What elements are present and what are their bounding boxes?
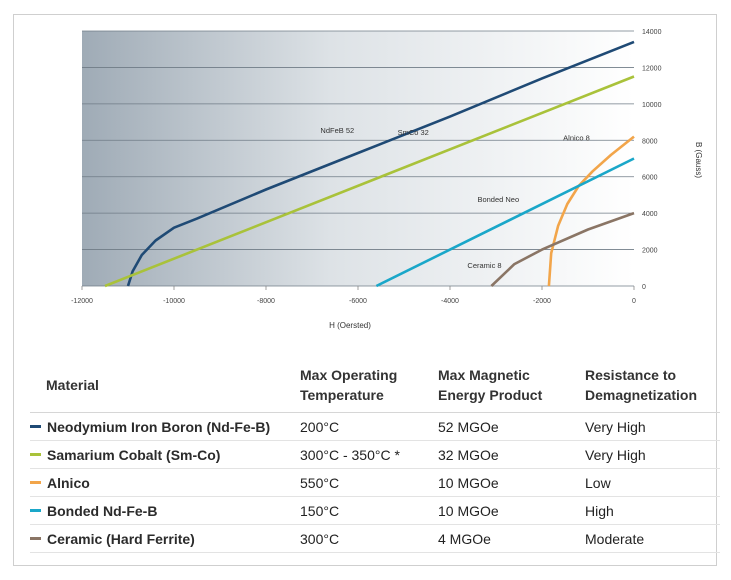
legend-swatch — [30, 537, 41, 541]
x-tick-label: -4000 — [441, 298, 459, 305]
x-tick-label: -10000 — [163, 298, 185, 305]
material-name: Neodymium Iron Boron (Nd-Fe-B) — [47, 418, 271, 435]
legend-swatch — [30, 425, 41, 429]
table-row: Bonded Nd-Fe-B 150°C 10 MGOe High — [30, 496, 720, 525]
table-row: Samarium Cobalt (Sm-Co) 300°C - 350°C * 32… — [30, 440, 720, 469]
resistance-cell: Very High — [585, 440, 720, 469]
material-name: Bonded Nd-Fe-B — [47, 502, 158, 519]
legend-swatch — [30, 481, 41, 485]
y-tick-labels: 0 2000 4000 6000 8000 10000 12000 14000 — [642, 29, 662, 291]
series-lines — [104, 40, 635, 288]
series-label: Bonded Neo — [477, 195, 519, 204]
y-tick-label: 0 — [642, 284, 646, 291]
series-label: Alnico 8 — [563, 133, 590, 142]
temperature-cell: 200°C — [300, 412, 438, 441]
energy-cell: 4 MGOe — [438, 524, 585, 553]
y-tick-label: 14000 — [642, 29, 662, 36]
series-labels: NdFeB 52 SmCo 32 Alnico 8 Bonded Neo Ceramic… — [320, 126, 589, 270]
y-tick-label: 8000 — [642, 138, 658, 145]
series-label: NdFeB 52 — [320, 126, 354, 135]
table-header-row: Material Max Operating Temperature Max Ma… — [30, 358, 720, 413]
plot-background — [82, 31, 634, 286]
header-energy: Max Magnetic Energy Product — [438, 358, 585, 413]
x-tick-labels: -12000 -10000 -8000 -6000 -4000 -2000 0 — [71, 286, 636, 305]
material-cell: Samarium Cobalt (Sm-Co) — [30, 440, 300, 469]
material-cell: Alnico — [30, 468, 300, 497]
resistance-cell: Very High — [585, 412, 720, 441]
energy-cell: 32 MGOe — [438, 440, 585, 469]
series-line — [547, 135, 635, 287]
header-resistance: Resistance to Demagnetization — [585, 358, 720, 413]
legend-swatch — [30, 509, 41, 513]
y-tick-label: 2000 — [642, 248, 658, 255]
y-tick-label: 12000 — [642, 65, 662, 72]
energy-cell: 10 MGOe — [438, 468, 585, 497]
temperature-cell: 300°C — [300, 524, 438, 553]
x-axis-label: H (Oersted) — [329, 321, 371, 330]
resistance-cell: High — [585, 496, 720, 525]
x-tick-label: 0 — [632, 298, 636, 305]
resistance-cell: Low — [585, 468, 720, 497]
series-label: Ceramic 8 — [467, 261, 501, 270]
table-row: Neodymium Iron Boron (Nd-Fe-B) 200°C 52 MG… — [30, 412, 720, 441]
x-tick-label: -2000 — [533, 298, 551, 305]
material-cell: Ceramic (Hard Ferrite) — [30, 524, 300, 553]
resistance-cell: Moderate — [585, 524, 720, 553]
series-line — [126, 40, 635, 287]
y-tick-label: 6000 — [642, 175, 658, 182]
header-material: Material — [30, 358, 300, 413]
material-cell: Bonded Nd-Fe-B — [30, 496, 300, 525]
series-line — [375, 157, 635, 288]
y-axis-label: B (Gauss) — [694, 142, 703, 178]
x-tick-label: -8000 — [257, 298, 275, 305]
temperature-cell: 550°C — [300, 468, 438, 497]
header-temperature: Max Operating Temperature — [300, 358, 438, 413]
y-tick-label: 4000 — [642, 211, 658, 218]
temperature-cell: 150°C — [300, 496, 438, 525]
y-tick-label: 10000 — [642, 102, 662, 109]
table-row: Alnico 550°C 10 MGOe Low — [30, 468, 720, 497]
x-tick-label: -12000 — [71, 298, 93, 305]
energy-cell: 10 MGOe — [438, 496, 585, 525]
x-tick-label: -6000 — [349, 298, 367, 305]
material-cell: Neodymium Iron Boron (Nd-Fe-B) — [30, 412, 300, 441]
series-line — [490, 211, 635, 287]
table-row: Ceramic (Hard Ferrite) 300°C 4 MGOe Moderat… — [30, 524, 720, 553]
material-name: Samarium Cobalt (Sm-Co) — [47, 446, 221, 463]
material-name: Ceramic (Hard Ferrite) — [47, 530, 195, 547]
legend-swatch — [30, 453, 41, 457]
energy-cell: 52 MGOe — [438, 412, 585, 441]
series-label: SmCo 32 — [398, 128, 429, 137]
temperature-cell: 300°C - 350°C * — [300, 440, 438, 469]
materials-table: Material Max Operating Temperature Max Ma… — [30, 358, 720, 553]
material-name: Alnico — [47, 474, 90, 491]
series-line — [104, 75, 635, 288]
